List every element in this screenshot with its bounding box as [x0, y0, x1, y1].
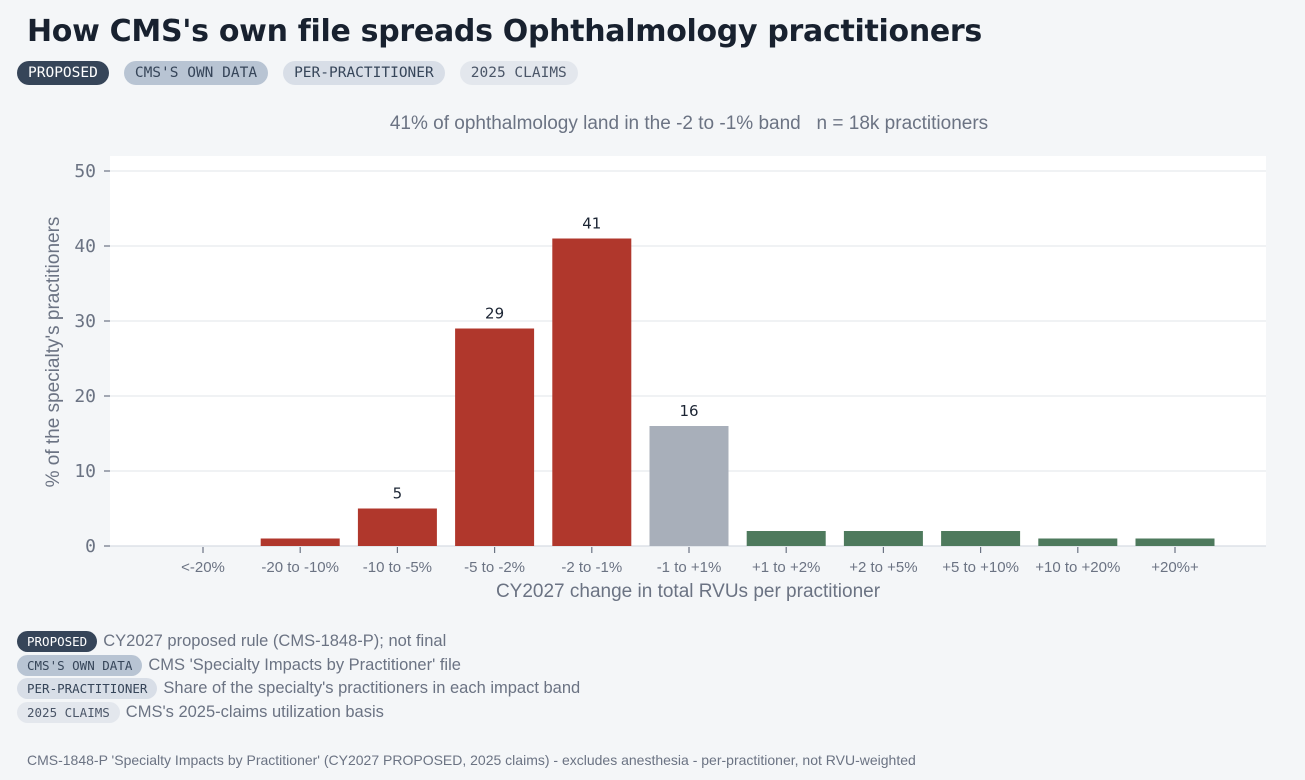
x-tick-label: +10 to +20%	[1035, 559, 1120, 576]
x-tick-label: +20%+	[1151, 559, 1199, 576]
tag-proposed: PROPOSED	[17, 61, 109, 85]
legend-row-per-practitioner: PER-PRACTITIONER Share of the specialty'…	[17, 677, 580, 701]
data-label: 29	[485, 305, 504, 323]
y-tick-label: 10	[74, 461, 96, 482]
legend-desc: Share of the specialty's practitioners i…	[163, 679, 581, 698]
legend-tag: PER-PRACTITIONER	[17, 678, 158, 700]
legend-tag: PROPOSED	[17, 631, 98, 653]
bar	[455, 328, 535, 546]
x-axis-ticks: <-20% -20 to -10% -10 to -5% -5 to -2% -2 to…	[181, 547, 1199, 576]
bar	[843, 531, 923, 546]
legend: PROPOSED CY2027 proposed rule (CMS-1848-…	[17, 630, 580, 724]
data-label: 5	[393, 485, 403, 503]
legend-tag: CMS'S OWN DATA	[17, 654, 143, 676]
tag-cms-own-data: CMS'S OWN DATA	[123, 61, 269, 85]
legend-desc: CY2027 proposed rule (CMS-1848-P); not f…	[103, 632, 447, 651]
bar	[1038, 538, 1118, 546]
x-tick-label: -2 to -1%	[561, 559, 622, 576]
bar-chart: 41% of ophthalmology land in the -2 to -…	[43, 113, 1266, 602]
y-tick-label: 0	[85, 536, 96, 557]
y-axis-ticks: 0 10 20 30 40 50	[74, 161, 110, 557]
x-tick-label: -20 to -10%	[261, 559, 339, 576]
bar	[1135, 538, 1215, 546]
x-tick-label: +2 to +5%	[849, 559, 917, 576]
x-tick-label: <-20%	[181, 559, 225, 576]
legend-desc: CMS 'Specialty Impacts by Practitioner' …	[148, 655, 461, 674]
data-label: 41	[582, 215, 601, 233]
bar	[552, 238, 632, 546]
x-tick-label: +5 to +10%	[942, 559, 1019, 576]
tag-2025-claims: 2025 CLAIMS	[459, 61, 578, 85]
x-tick-label: -5 to -2%	[464, 559, 525, 576]
data-labels: 5 29 41 16	[393, 215, 699, 503]
source-footnote: CMS-1848-P 'Specialty Impacts by Practit…	[27, 752, 916, 768]
tag-per-practitioner: PER-PRACTITIONER	[283, 61, 445, 85]
chart-subtitle: 41% of ophthalmology land in the -2 to -…	[390, 113, 988, 134]
y-tick-label: 30	[74, 311, 96, 332]
legend-desc: CMS's 2025-claims utilization basis	[125, 702, 384, 721]
y-tick-label: 50	[74, 161, 96, 182]
chart-title: How CMS's own file spreads Ophthalmology…	[27, 14, 982, 49]
bar	[941, 531, 1021, 546]
bar	[649, 426, 729, 546]
legend-row-cms-own-data: CMS'S OWN DATA CMS 'Specialty Impacts by…	[17, 654, 580, 678]
x-tick-label: -10 to -5%	[363, 559, 432, 576]
tag-row: PROPOSED CMS'S OWN DATA PER-PRACTITIONER…	[17, 61, 578, 85]
bar	[260, 538, 340, 546]
bar	[746, 531, 826, 546]
data-label: 16	[679, 402, 698, 420]
x-tick-label: -1 to +1%	[657, 559, 722, 576]
y-tick-label: 40	[74, 236, 96, 257]
legend-tag: 2025 CLAIMS	[17, 701, 120, 723]
bar	[357, 508, 437, 546]
x-axis-label: CY2027 change in total RVUs per practiti…	[496, 581, 881, 602]
y-tick-label: 20	[74, 386, 96, 407]
bars	[260, 238, 1215, 546]
legend-row-2025-claims: 2025 CLAIMS CMS's 2025-claims utilizatio…	[17, 701, 580, 725]
legend-row-proposed: PROPOSED CY2027 proposed rule (CMS-1848-…	[17, 630, 580, 654]
x-tick-label: +1 to +2%	[752, 559, 820, 576]
y-axis-label: % of the specialty's practitioners	[43, 217, 64, 488]
